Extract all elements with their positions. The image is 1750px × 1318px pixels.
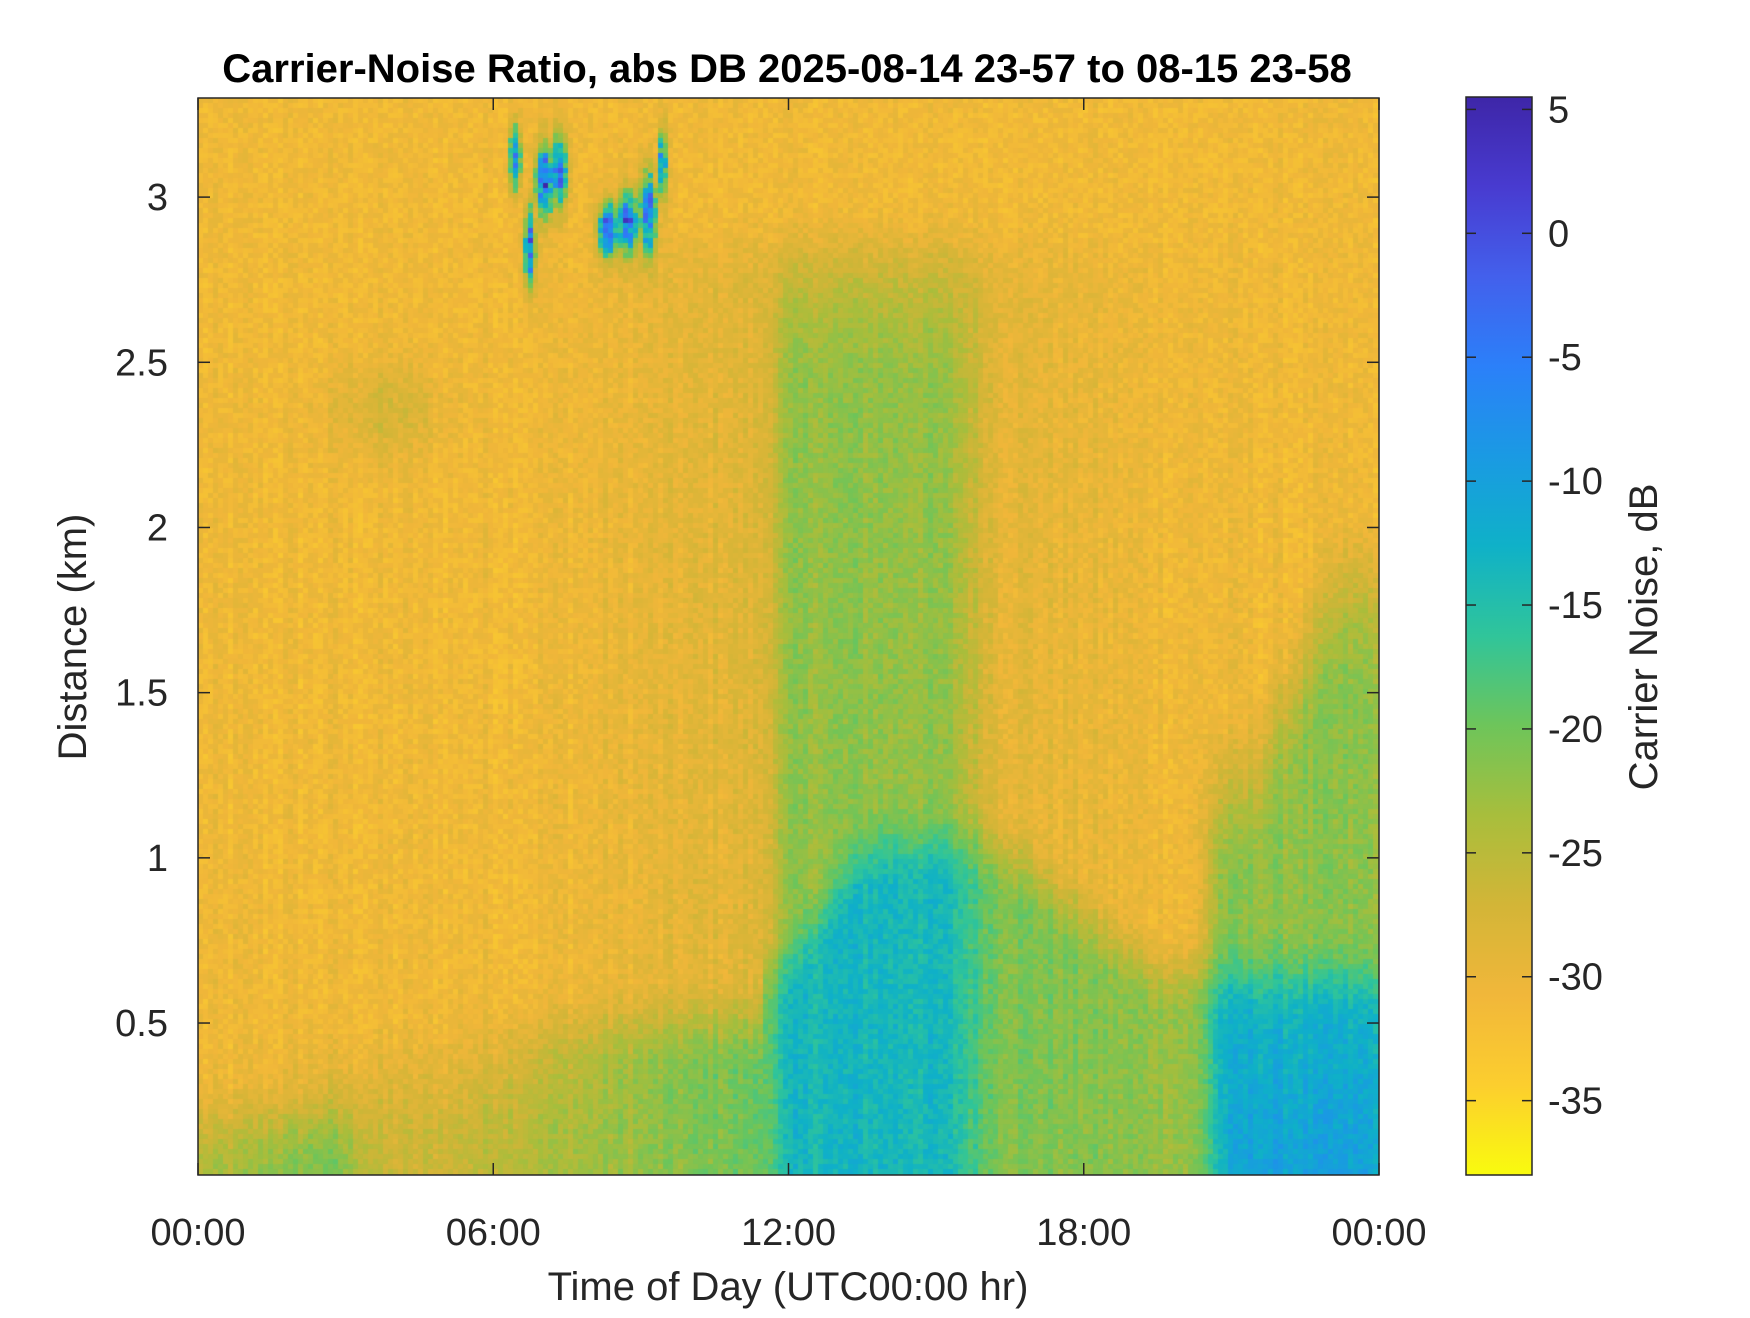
- colorbar-tick-label: -25: [1548, 833, 1603, 875]
- colorbar-tick-label: -5: [1548, 337, 1582, 379]
- heatmap: [198, 98, 1379, 1175]
- colorbar-tick-label: -30: [1548, 957, 1603, 999]
- colorbar-tick-label: -35: [1548, 1081, 1603, 1123]
- y-tick-label: 1: [147, 838, 168, 880]
- colorbar-tick-label: 0: [1548, 213, 1569, 255]
- x-axis: 00:00 06:00 12:00 18:00 00:00: [150, 98, 1427, 1254]
- y-tick-label: 2.5: [115, 342, 168, 384]
- colorbar-ticks: 5 0 -5 -10 -15 -20 -25 -30 -35: [1466, 89, 1603, 1123]
- y-tick-label: 2: [147, 507, 168, 549]
- x-tick-label: 00:00: [1331, 1212, 1426, 1254]
- colorbar-tick-label: -15: [1548, 585, 1603, 627]
- colorbar-tick-label: -20: [1548, 709, 1603, 751]
- chart-title: Carrier-Noise Ratio, abs DB 2025-08-14 2…: [222, 47, 1351, 91]
- x-tick-label: 06:00: [446, 1212, 541, 1254]
- colorbar-label: Carrier Noise, dB: [1622, 484, 1666, 791]
- y-tick-label: 1.5: [115, 673, 168, 715]
- colorbar-gradient: [1465, 96, 1533, 1176]
- x-tick-label: 18:00: [1036, 1212, 1131, 1254]
- colorbar-tick-label: -10: [1548, 461, 1603, 503]
- x-tick-label: 12:00: [741, 1212, 836, 1254]
- colorbar: 5 0 -5 -10 -15 -20 -25 -30 -35: [1465, 89, 1603, 1176]
- plot-area: [197, 97, 1380, 1176]
- x-tick-label: 00:00: [150, 1212, 245, 1254]
- x-axis-label: Time of Day (UTC00:00 hr): [548, 1265, 1029, 1309]
- colorbar-tick-label: 5: [1548, 89, 1569, 131]
- y-axis-label: Distance (km): [51, 514, 95, 761]
- y-tick-label: 3: [147, 177, 168, 219]
- y-axis: 0.5 1 1.5 2 2.5 3: [115, 177, 1379, 1045]
- y-tick-label: 0.5: [115, 1003, 168, 1045]
